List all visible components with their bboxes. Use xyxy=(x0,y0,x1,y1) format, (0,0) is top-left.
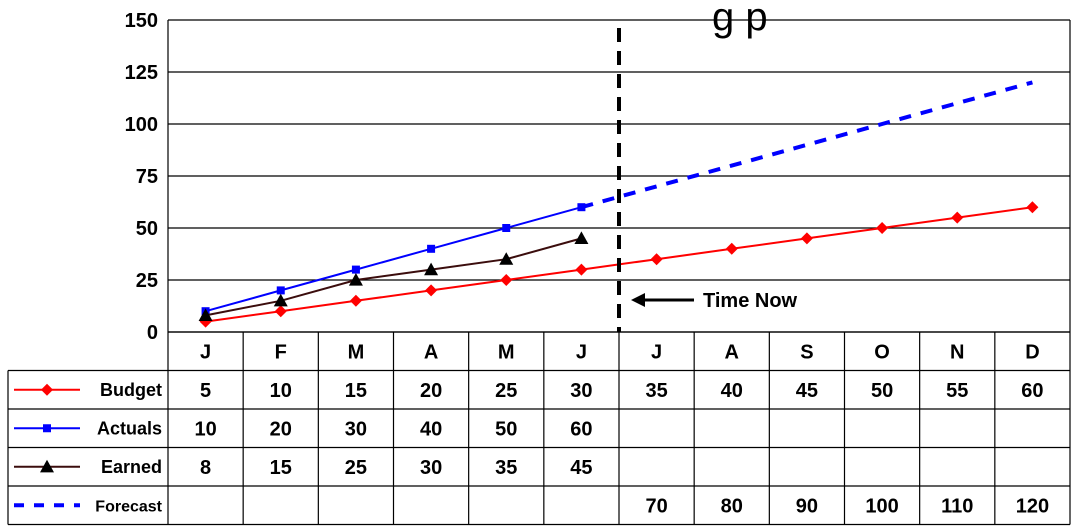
data-label: 90 xyxy=(796,495,818,517)
legend-key-marker-actuals xyxy=(43,424,51,433)
time-now-label: Time Now xyxy=(703,290,798,312)
point-earned xyxy=(424,262,439,276)
y-tick-label: 25 xyxy=(136,270,158,292)
point-budget xyxy=(800,232,813,245)
point-budget xyxy=(650,253,663,266)
x-category-label: S xyxy=(800,341,813,363)
time-now-arrow-head xyxy=(631,293,645,307)
data-label: 40 xyxy=(420,418,442,440)
data-label: 35 xyxy=(645,380,667,402)
data-label: 110 xyxy=(941,495,973,517)
point-budget xyxy=(725,242,738,255)
point-actuals xyxy=(427,244,436,253)
series-earned xyxy=(198,231,589,321)
y-tick-label: 75 xyxy=(136,166,158,188)
data-label: 60 xyxy=(570,418,592,440)
data-label: 15 xyxy=(345,380,367,402)
y-tick-label: 125 xyxy=(125,62,158,84)
point-earned xyxy=(574,231,589,244)
point-earned xyxy=(499,252,514,265)
point-budget xyxy=(274,305,287,318)
data-label: 15 xyxy=(270,457,292,479)
data-label: 40 xyxy=(721,380,743,402)
y-axis-ticks: 0 25 50 75 100 125 150 xyxy=(125,10,158,344)
data-label: 10 xyxy=(270,380,292,402)
point-actuals xyxy=(502,224,511,232)
legend-key-marker-earned xyxy=(40,459,54,473)
data-label: 70 xyxy=(645,495,667,517)
data-label: 45 xyxy=(570,457,592,479)
y-tick-label: 50 xyxy=(136,218,158,240)
data-label: 25 xyxy=(495,380,517,402)
data-label: 30 xyxy=(420,457,442,479)
y-tick-label: 150 xyxy=(125,10,158,32)
point-budget xyxy=(876,222,889,234)
y-tick-label: 100 xyxy=(125,114,158,136)
series-forecast xyxy=(580,80,1033,210)
series-line-forecast xyxy=(580,80,1033,210)
row-label-budget: Budget xyxy=(100,380,162,400)
data-label: 20 xyxy=(420,380,442,402)
point-budget xyxy=(349,294,362,307)
x-category-label: N xyxy=(950,341,964,363)
point-earned xyxy=(348,273,363,286)
point-budget xyxy=(425,284,438,297)
x-category-label: J xyxy=(651,341,662,363)
row-label-actuals: Actuals xyxy=(97,418,162,438)
x-category-label: J xyxy=(576,341,587,363)
data-label: 30 xyxy=(345,418,367,440)
x-category-label: O xyxy=(874,341,890,363)
series-line-earned xyxy=(205,237,582,317)
row-label-earned: Earned xyxy=(101,457,162,477)
data-label: 35 xyxy=(495,457,517,479)
x-category-label: M xyxy=(498,341,515,363)
x-category-label: D xyxy=(1025,341,1039,363)
data-label: 20 xyxy=(270,418,292,440)
legend-key-marker-budget xyxy=(41,383,53,396)
data-label: 50 xyxy=(495,418,517,440)
point-actuals xyxy=(276,286,285,295)
point-earned xyxy=(198,308,213,321)
data-label: 60 xyxy=(1021,380,1043,402)
data-label: 80 xyxy=(721,495,743,517)
row-label-forecast: Forecast xyxy=(95,498,162,515)
series-line-actuals xyxy=(205,206,582,313)
data-label: 5 xyxy=(200,380,211,402)
x-category-label: A xyxy=(424,341,438,363)
data-label: 50 xyxy=(871,380,893,402)
point-budget xyxy=(575,263,588,276)
data-label: 8 xyxy=(200,457,211,479)
x-category-label: A xyxy=(725,341,739,363)
time-now-marker: Time Now xyxy=(617,28,798,332)
x-category-label: F xyxy=(275,341,287,363)
data-table: J F M A M J J A S O N D Budget 5 10 15 20 25 30 35 40 45 50 55 6… xyxy=(7,331,1071,526)
point-earned xyxy=(273,293,288,307)
data-label: 10 xyxy=(194,418,216,440)
series-actuals xyxy=(201,203,586,316)
data-label: 120 xyxy=(1016,495,1049,517)
x-category-label: M xyxy=(348,341,365,363)
point-budget xyxy=(951,211,964,224)
data-label: 25 xyxy=(345,457,367,479)
point-actuals xyxy=(351,265,360,274)
y-tick-label: 0 xyxy=(147,322,158,344)
data-label: 45 xyxy=(796,380,818,402)
data-label: 30 xyxy=(570,380,592,402)
data-label: 55 xyxy=(946,380,968,402)
point-budget xyxy=(1026,201,1039,214)
data-label: 100 xyxy=(865,495,898,517)
x-category-label: J xyxy=(200,341,211,363)
point-budget xyxy=(500,274,513,286)
